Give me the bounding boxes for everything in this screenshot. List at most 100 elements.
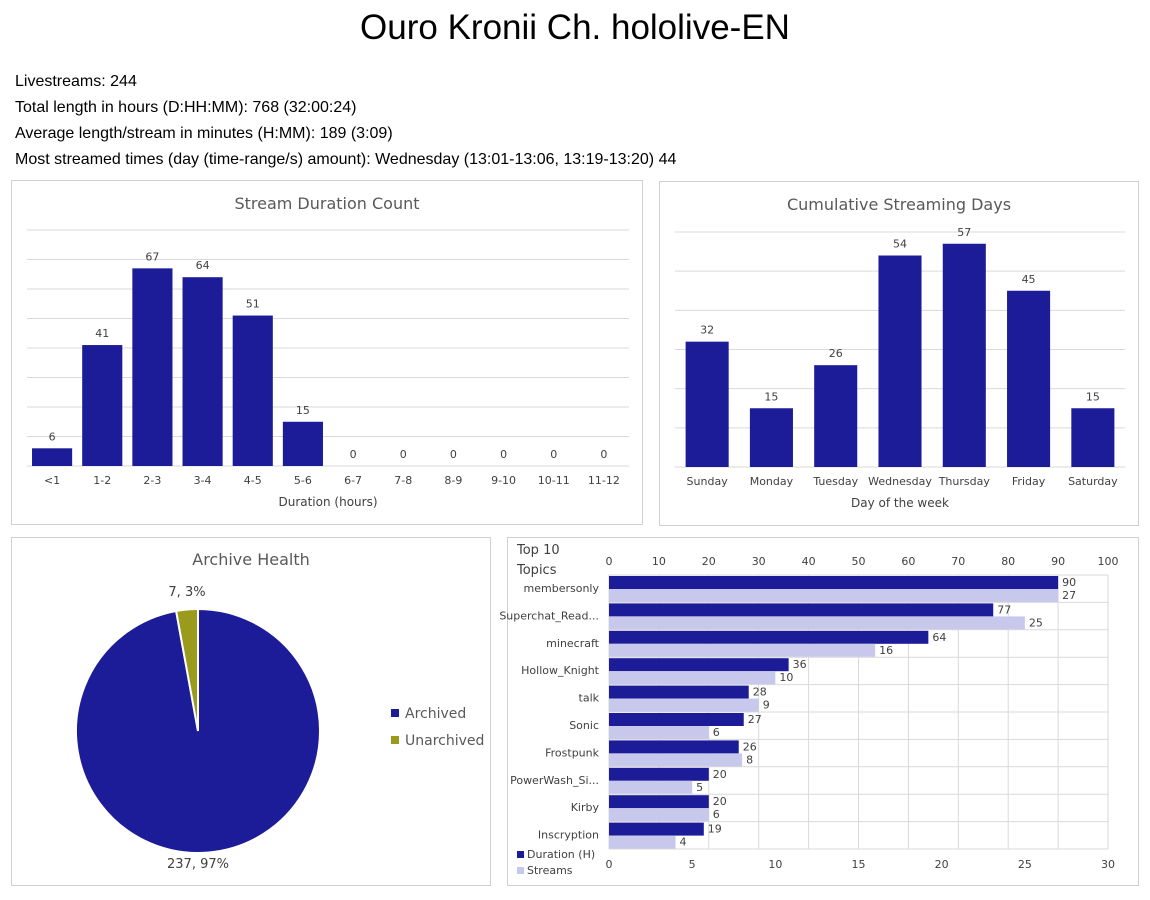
legend-unarchived: Unarchived: [391, 733, 484, 749]
bottom-axis-tick-label: 0: [606, 858, 613, 871]
bar-value-label: 0: [400, 448, 407, 461]
y-category-label: Frostpunk: [545, 746, 600, 759]
bar-duration: [609, 740, 739, 754]
top-axis-tick-label: 50: [852, 555, 866, 568]
bar-duration: [32, 448, 73, 466]
bar-value-label: 57: [957, 226, 971, 239]
top-axis-tick-label: 20: [702, 555, 716, 568]
x-tick-label: 6-7: [344, 474, 362, 487]
bottom-axis-tick-label: 25: [1018, 858, 1032, 871]
bar-value-label: 15: [1086, 390, 1100, 403]
bar-value-label: 0: [600, 448, 607, 461]
bar-value-label: 15: [296, 404, 310, 417]
bottom-axis-tick-label: 15: [852, 858, 866, 871]
bar-duration-value: 20: [713, 795, 727, 808]
top-axis-tick-label: 90: [1051, 555, 1065, 568]
bar-duration-value: 77: [997, 603, 1011, 616]
bar-streams-value: 5: [696, 781, 703, 794]
x-tick-label: <1: [44, 474, 60, 487]
y-category-label: Sonic: [569, 719, 599, 732]
bar-streams: [609, 589, 1059, 602]
bar-duration: [609, 713, 744, 726]
x-tick-label: 7-8: [394, 474, 412, 487]
archive-pie: 237, 97% 7, 3%: [75, 585, 321, 872]
archive-chart-title: Archive Health: [192, 550, 310, 569]
days-chart-title: Cumulative Streaming Days: [786, 195, 1012, 214]
stat-total-length: Total length in hours (D:HH:MM): 768 (32…: [15, 99, 357, 116]
y-category-label: membersonly: [524, 582, 600, 595]
bar-duration: [609, 603, 994, 617]
x-tick-label: 8-9: [444, 474, 462, 487]
bar-duration-value: 90: [1062, 576, 1076, 589]
legend-streams-label: Streams: [527, 864, 573, 877]
bar-value-label: 45: [1022, 273, 1036, 286]
bar-streams-value: 6: [713, 726, 720, 739]
x-axis-title: Duration (hours): [278, 495, 377, 509]
bar-value-label: 6: [49, 430, 56, 443]
days-chart-panel: Cumulative Streaming Days 32 Sunday 15 Mond…: [659, 181, 1139, 526]
bar-duration-value: 28: [753, 686, 767, 699]
bar-streams-value: 9: [763, 699, 770, 712]
bar-value-label: 54: [893, 238, 907, 251]
pie-label-archived: 237, 97%: [167, 857, 229, 872]
x-tick-label: 5-6: [294, 474, 312, 487]
bar-streams-value: 8: [746, 753, 753, 766]
y-category-label: Hollow_Knight: [521, 664, 600, 677]
bar-streams-value: 27: [1062, 589, 1076, 602]
bar-streams-value: 4: [680, 836, 687, 849]
page-title: Ouro Kronii Ch. hololive-EN: [360, 8, 790, 47]
bar-duration-value: 19: [708, 823, 722, 836]
bar-streams: [609, 616, 1025, 630]
bar-days: [749, 408, 793, 467]
x-tick-label: Saturday: [1068, 475, 1118, 488]
bar-streams-value: 10: [779, 671, 793, 684]
top-axis-tick-label: 100: [1098, 555, 1119, 568]
bar-value-label: 67: [145, 250, 159, 263]
bar-duration: [132, 268, 173, 466]
x-axis-title: Day of the week: [851, 496, 949, 510]
x-tick-label: Monday: [750, 475, 794, 488]
bar-duration: [232, 315, 273, 466]
bar-duration: [609, 795, 709, 809]
x-tick-label: Wednesday: [868, 475, 932, 488]
bar-duration: [609, 685, 749, 699]
bar-value-label: 0: [450, 448, 457, 461]
bar-streams-value: 25: [1029, 616, 1043, 629]
bottom-axis-tick-label: 30: [1101, 858, 1115, 871]
y-category-label: minecraft: [546, 637, 600, 650]
legend-unarchived-label: Unarchived: [405, 733, 485, 749]
bar-value-label: 15: [764, 390, 778, 403]
duration-chart-panel: Stream Duration Count 6 <1 41 1-2 67 2-3 64 3-4…: [11, 180, 643, 525]
legend-unarchived-swatch: [391, 736, 399, 744]
bar-days: [878, 255, 922, 467]
top-axis-tick-label: 60: [901, 555, 915, 568]
bar-duration: [282, 421, 323, 466]
x-tick-label: 2-3: [143, 474, 161, 487]
bottom-axis-tick-label: 20: [935, 858, 949, 871]
bar-streams: [609, 808, 709, 822]
bar-duration-value: 26: [743, 740, 757, 753]
y-category-label: talk: [579, 692, 600, 705]
x-tick-label: 11-12: [588, 474, 620, 487]
bar-duration: [182, 277, 223, 466]
bar-value-label: 51: [246, 298, 260, 311]
archive-chart-panel: Archive Health 237, 97% 7, 3% Archived Un…: [11, 537, 491, 886]
bar-days: [1007, 290, 1051, 467]
bar-streams: [609, 643, 876, 657]
legend-archived: Archived: [391, 706, 466, 722]
x-tick-label: Thursday: [938, 475, 991, 488]
bar-days: [1071, 408, 1115, 467]
legend-duration-label: Duration (H): [527, 848, 595, 861]
legend-duration-swatch: [517, 851, 524, 858]
top-axis-tick-label: 70: [951, 555, 965, 568]
pie-label-unarchived: 7, 3%: [168, 585, 205, 600]
stat-most-streamed: Most streamed times (day (time-range/s) …: [15, 151, 677, 168]
duration-chart-title: Stream Duration Count: [234, 194, 420, 213]
topics-chart-panel: Top 10 Topics 0 10 20 30 40 50 60 70 80 90 100 0 5 10 15…: [499, 537, 1139, 886]
bar-days: [814, 365, 858, 467]
bar-duration-value: 20: [713, 768, 727, 781]
bar-streams-value: 6: [713, 808, 720, 821]
days-chart: 32 Sunday 15 Monday 26 Tuesday 54 Wednesday 57 Th…: [675, 226, 1125, 510]
bar-duration: [82, 345, 123, 466]
bar-duration: [609, 767, 709, 781]
